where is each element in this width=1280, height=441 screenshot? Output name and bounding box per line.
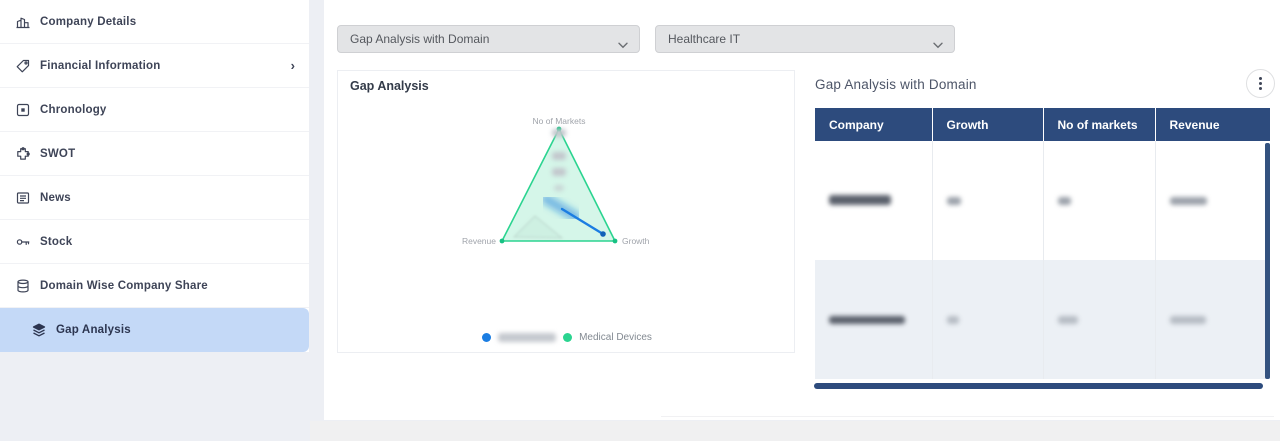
table-horizontal-scrollbar[interactable]: [814, 383, 1263, 389]
sidebar-item-stock[interactable]: Stock: [0, 220, 309, 264]
radar-pointer-line: [560, 207, 605, 236]
table-row[interactable]: [815, 141, 1270, 260]
sidebar-item-label: Gap Analysis: [56, 324, 131, 336]
sidebar-item-financial-information[interactable]: Financial Information ›: [0, 44, 309, 88]
sidebar-item-label: News: [40, 191, 71, 204]
sidebar-item-label: SWOT: [40, 147, 76, 160]
radar-series-redacted: [512, 215, 564, 239]
legend-dot-green: [563, 332, 573, 342]
axis-label-revenue: Revenue: [462, 236, 496, 246]
sidebar-item-label: Financial Information: [40, 59, 161, 72]
table-header-row: Company Growth No of markets Revenue: [815, 108, 1270, 141]
cell-revenue-redacted: [1155, 260, 1270, 379]
axis-label-growth: Growth: [622, 236, 650, 246]
table-title: Gap Analysis with Domain: [815, 77, 977, 92]
cell-revenue-redacted: [1155, 141, 1270, 260]
sidebar-item-gap-analysis[interactable]: Gap Analysis: [0, 308, 309, 352]
radar-chart: No of Markets Growth Revenue: [462, 116, 650, 246]
tick-value-redacted: [552, 168, 566, 176]
layers-icon: [30, 322, 47, 339]
sidebar-item-label: Chronology: [40, 103, 107, 116]
kebab-icon: [1259, 77, 1262, 80]
col-header-growth[interactable]: Growth: [932, 108, 1044, 141]
sidebar-item-swot[interactable]: SWOT: [0, 132, 309, 176]
col-header-revenue[interactable]: Revenue: [1155, 108, 1270, 141]
analysis-type-value: Gap Analysis with Domain: [350, 32, 490, 46]
col-header-no-of-markets[interactable]: No of markets: [1043, 108, 1156, 141]
analysis-type-dropdown[interactable]: Gap Analysis with Domain: [337, 25, 640, 53]
tick-value-redacted: [552, 129, 566, 137]
chevron-right-icon: ›: [290, 58, 295, 73]
legend-label-redacted: [498, 332, 557, 342]
domain-value: Healthcare IT: [668, 32, 741, 46]
gap-analysis-table: Company Growth No of markets Revenue: [815, 108, 1270, 379]
table-menu-button[interactable]: [1246, 69, 1275, 98]
axis-label-no-of-markets: No of Markets: [533, 116, 586, 126]
sidebar-item-label: Stock: [40, 235, 73, 248]
puzzle-icon: [14, 145, 31, 162]
table-row[interactable]: [815, 260, 1270, 379]
footer-band: [310, 421, 1280, 441]
sidebar-item-news[interactable]: News: [0, 176, 309, 220]
tick-value-redacted: [552, 152, 566, 160]
sidebar-item-label: Company Details: [40, 15, 137, 28]
cell-no-of-markets-redacted: [1043, 260, 1156, 379]
cell-no-of-markets-redacted: [1043, 141, 1156, 260]
radar-vertex-left: [499, 238, 505, 244]
domain-dropdown[interactable]: Healthcare IT: [655, 25, 955, 53]
chart-legend: Medical Devices: [338, 329, 796, 345]
building-icon: [14, 13, 31, 30]
col-header-company[interactable]: Company: [815, 108, 933, 141]
tag-icon: [14, 57, 31, 74]
cell-company-redacted: [815, 260, 933, 379]
sidebar-item-company-details[interactable]: Company Details: [0, 0, 309, 44]
main-content: Gap Analysis with Domain Healthcare IT G…: [324, 0, 1280, 420]
chronology-icon: [14, 101, 31, 118]
legend-label-medical-devices: Medical Devices: [579, 331, 652, 343]
sidebar-item-chronology[interactable]: Chronology: [0, 88, 309, 132]
chevron-down-icon: [933, 36, 943, 54]
key-icon: [14, 233, 31, 250]
sidebar-item-label: Domain Wise Company Share: [40, 279, 208, 292]
cell-growth-redacted: [932, 141, 1044, 260]
chart-title: Gap Analysis: [350, 79, 429, 93]
chevron-down-icon: [618, 36, 628, 54]
tick-value-redacted: [554, 185, 564, 191]
legend-dot-blue: [482, 332, 492, 342]
gap-analysis-chart-panel: Gap Analysis No of Markets Growth Revenu…: [337, 70, 795, 353]
database-icon: [14, 277, 31, 294]
sidebar-item-domain-wise-company-share[interactable]: Domain Wise Company Share: [0, 264, 309, 308]
cell-growth-redacted: [932, 260, 1044, 379]
radar-pointer-dot: [600, 231, 606, 237]
divider: [661, 416, 1274, 417]
table-vertical-scrollbar[interactable]: [1265, 143, 1270, 379]
cell-company-redacted: [815, 141, 933, 260]
news-icon: [14, 189, 31, 206]
radar-vertex-right: [612, 238, 618, 244]
sidebar: Company Details Financial Information › …: [0, 0, 309, 352]
